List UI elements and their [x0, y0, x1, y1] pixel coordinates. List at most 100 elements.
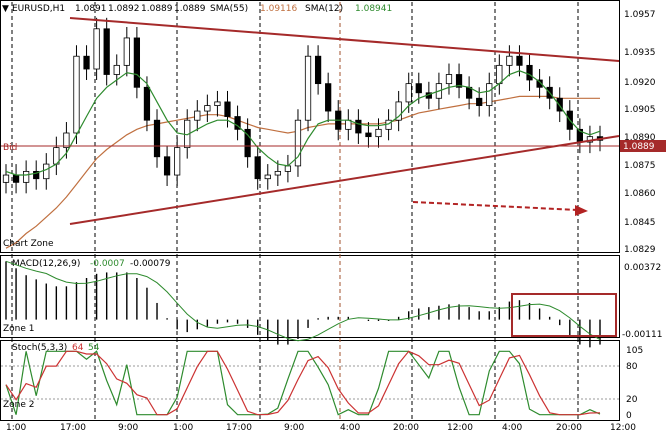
- stoch-d-value: 54: [88, 343, 100, 353]
- sma55-path: [5, 95, 600, 249]
- stoch-frame: [0, 340, 620, 421]
- price-tick: 1.0905: [624, 105, 656, 115]
- bid-price-value: 1.0889: [623, 142, 655, 152]
- sma55-label: SMA(55): [210, 4, 248, 14]
- candle-body: [516, 55, 523, 66]
- candle-body: [244, 128, 251, 158]
- stoch-d-path: [5, 350, 601, 416]
- macd-bottom-tick: -0.00111: [622, 330, 662, 340]
- candle-body: [12, 174, 20, 183]
- macd-signal-path: [5, 260, 601, 342]
- upper-trendline[interactable]: [69, 17, 620, 62]
- time-tick: 4:00: [502, 423, 522, 433]
- time-tick: 12:00: [610, 423, 636, 433]
- price-tick: 1.0829: [624, 245, 656, 255]
- macd-label: MACD(12,26,9): [12, 259, 80, 269]
- macd-top-tick: 0.00372: [624, 263, 661, 273]
- candle-body: [43, 163, 50, 180]
- candle-body: [314, 55, 322, 85]
- stoch-k-value: 64: [72, 343, 84, 353]
- candle-body: [455, 74, 463, 88]
- stoch-k-path: [5, 350, 601, 416]
- time-tick: 9:00: [284, 423, 304, 433]
- ohlc-close: 1.0889: [174, 4, 206, 14]
- candle-body: [123, 37, 130, 66]
- time-tick: 17:00: [226, 423, 252, 433]
- candle-body: [174, 147, 181, 176]
- stoch-label: Stoch(5,3,3): [12, 343, 67, 353]
- candle-body: [113, 64, 120, 75]
- candle-body: [153, 119, 161, 158]
- candle-body: [254, 156, 261, 180]
- symbol-label: EURUSD,H1: [12, 4, 65, 14]
- macd-value-main: -0.0007: [90, 259, 125, 269]
- sma12-label: SMA(12): [305, 4, 343, 14]
- candle-body: [2, 174, 10, 183]
- candle-body: [445, 74, 453, 85]
- time-tick: 1:00: [173, 423, 193, 433]
- candle-body: [274, 170, 281, 176]
- sma55-value: 1.09116: [260, 4, 297, 14]
- candle-body: [103, 28, 110, 75]
- macd-signal-line: [5, 260, 601, 342]
- stoch-lines: [5, 350, 601, 416]
- candle-body: [204, 105, 211, 112]
- time-tick: 17:00: [60, 423, 86, 433]
- bid-label: Bid: [3, 143, 17, 153]
- symbol-arrow-icon: ▼: [2, 4, 9, 14]
- stoch-tick: 20: [626, 395, 638, 405]
- candle-body: [496, 64, 503, 85]
- forecast-arrow[interactable]: [412, 201, 579, 211]
- macd-histogram: [5, 261, 601, 348]
- candle-body: [264, 174, 271, 180]
- candle-body: [325, 83, 332, 112]
- time-tick: 1:00: [6, 423, 26, 433]
- candle-body: [63, 132, 70, 149]
- time-tick: 20:00: [393, 423, 419, 433]
- lower-trendline[interactable]: [69, 135, 620, 225]
- candle-body: [23, 170, 30, 183]
- candle-body: [284, 165, 292, 172]
- candle-body: [214, 101, 221, 106]
- candle-body: [355, 119, 362, 134]
- candle-body: [405, 83, 412, 103]
- candle-body: [304, 55, 312, 121]
- sma12-line: [5, 70, 601, 176]
- macd-frame: [0, 255, 620, 338]
- ohlc-low: 1.0889: [141, 4, 173, 14]
- time-axis: 1:00 17:00 9:00 1:00 17:00 9:00 4:00 20:…: [6, 423, 636, 433]
- candle-body: [536, 79, 543, 88]
- candle-body: [365, 132, 372, 138]
- price-tick: 1.0845: [624, 218, 656, 228]
- price-tick: 1.0957: [624, 10, 656, 20]
- stoch-tick: 0: [626, 411, 632, 421]
- candle-body: [194, 110, 201, 121]
- candle-body: [224, 101, 231, 117]
- ohlc-open: 1.0891: [75, 4, 107, 14]
- sma12-value: 1.08941: [355, 4, 392, 14]
- zone2-label: Zone 2: [3, 400, 35, 410]
- stoch-tick: 80: [626, 362, 638, 372]
- candle-body: [234, 116, 241, 130]
- candle-body: [395, 101, 402, 121]
- candle-body: [415, 83, 422, 94]
- price-tick: 1.0920: [624, 78, 656, 88]
- candle-body: [93, 28, 100, 70]
- sma55-line: [5, 95, 600, 249]
- candle-body: [83, 55, 90, 70]
- candle-body: [33, 170, 40, 180]
- candle-body: [133, 37, 141, 88]
- price-tick: 1.0890: [624, 133, 656, 143]
- bid-price-box: [620, 140, 666, 152]
- main-chart-frame: [0, 0, 620, 253]
- candle-body: [486, 83, 493, 106]
- price-tick: 1.0860: [624, 189, 656, 199]
- candle-body: [375, 128, 382, 138]
- time-tick: 4:00: [340, 423, 360, 433]
- candle-body: [506, 55, 513, 66]
- price-axis: 1.0957 1.0935 1.0920 1.0905 1.0890 1.087…: [624, 10, 656, 255]
- arrow-head-icon: [575, 205, 588, 216]
- macd-highlight-box[interactable]: [511, 293, 617, 337]
